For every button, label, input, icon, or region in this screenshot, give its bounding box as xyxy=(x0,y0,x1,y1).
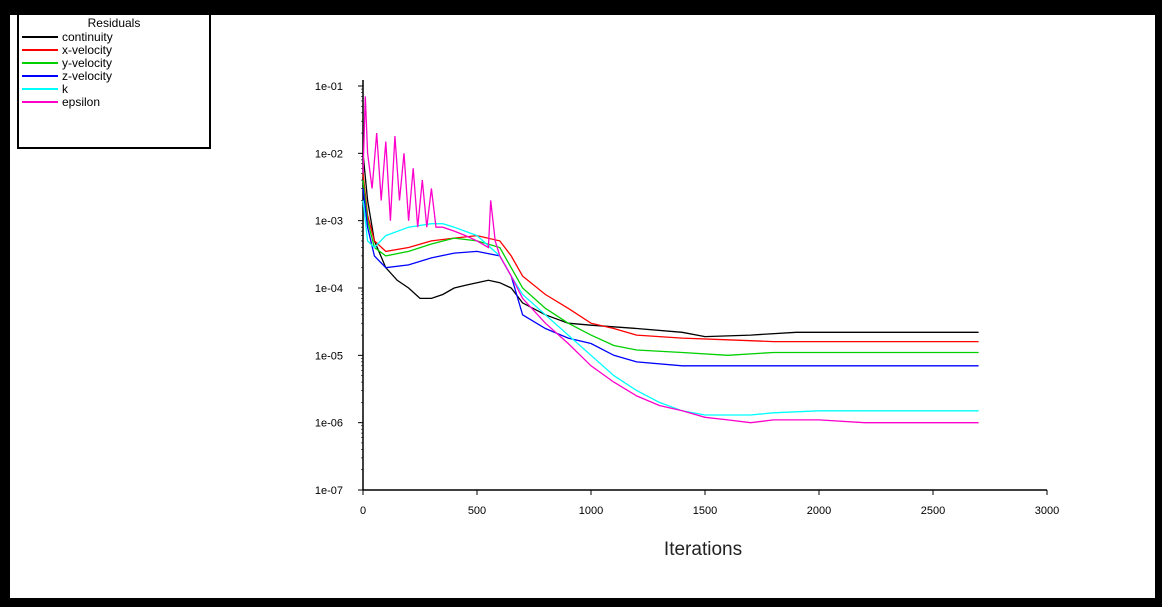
y-tick-label: 1e-06 xyxy=(315,418,343,430)
x-tick-label: 1500 xyxy=(693,505,717,517)
x-tick-label: 500 xyxy=(468,505,486,517)
legend-title: Residuals xyxy=(87,16,141,30)
legend-swatch xyxy=(22,62,58,64)
legend-item-x-velocity: x-velocity xyxy=(19,43,209,57)
legend-label: x-velocity xyxy=(62,43,113,57)
x-tick-label: 1000 xyxy=(579,505,603,517)
x-tick-label: 2000 xyxy=(807,505,831,517)
legend-label: epsilon xyxy=(62,95,101,109)
legend-label: z-velocity xyxy=(62,69,113,83)
legend-swatch xyxy=(22,49,58,51)
plot-area xyxy=(362,96,979,424)
x-axis-label: Iterations xyxy=(664,539,742,560)
legend-swatch xyxy=(22,75,58,77)
legend-item-continuity: continuity xyxy=(19,30,209,44)
x-tick-label: 0 xyxy=(360,505,366,517)
y-tick-label: 1e-07 xyxy=(315,485,343,497)
legend-label: continuity xyxy=(62,30,113,44)
series-line-z-velocity xyxy=(362,188,979,367)
x-tick-label: 3000 xyxy=(1035,505,1059,517)
legend-item-z-velocity: z-velocity xyxy=(19,69,209,83)
y-tick-label: 1e-03 xyxy=(315,216,343,228)
legend-item-epsilon: epsilon xyxy=(19,95,209,109)
legend-label: y-velocity xyxy=(62,56,113,70)
legend-item-y-velocity: y-velocity xyxy=(19,56,209,70)
series-line-x-velocity xyxy=(362,173,979,343)
legend-swatch xyxy=(22,101,58,103)
y-tick-label: 1e-01 xyxy=(315,81,343,93)
legend-swatch xyxy=(22,88,58,90)
legend: Residuals continuity x-velocity y-velocity… xyxy=(17,13,211,149)
y-tick-label: 1e-04 xyxy=(315,283,343,295)
chart-axes: 1e-07 1e-06 1e-05 1e-04 1e-03 1e-02 1e-01 0 500 1… xyxy=(315,80,1059,517)
legend-swatch xyxy=(22,36,58,38)
y-tick-label: 1e-05 xyxy=(315,350,343,362)
x-tick-label: 2500 xyxy=(921,505,945,517)
y-tick-label: 1e-02 xyxy=(315,148,343,160)
legend-label: k xyxy=(62,82,68,96)
legend-item-k: k xyxy=(19,82,209,96)
series-line-epsilon xyxy=(362,96,979,424)
series-line-k xyxy=(362,200,979,416)
series-line-continuity xyxy=(362,153,979,338)
series-line-y-velocity xyxy=(362,180,979,356)
